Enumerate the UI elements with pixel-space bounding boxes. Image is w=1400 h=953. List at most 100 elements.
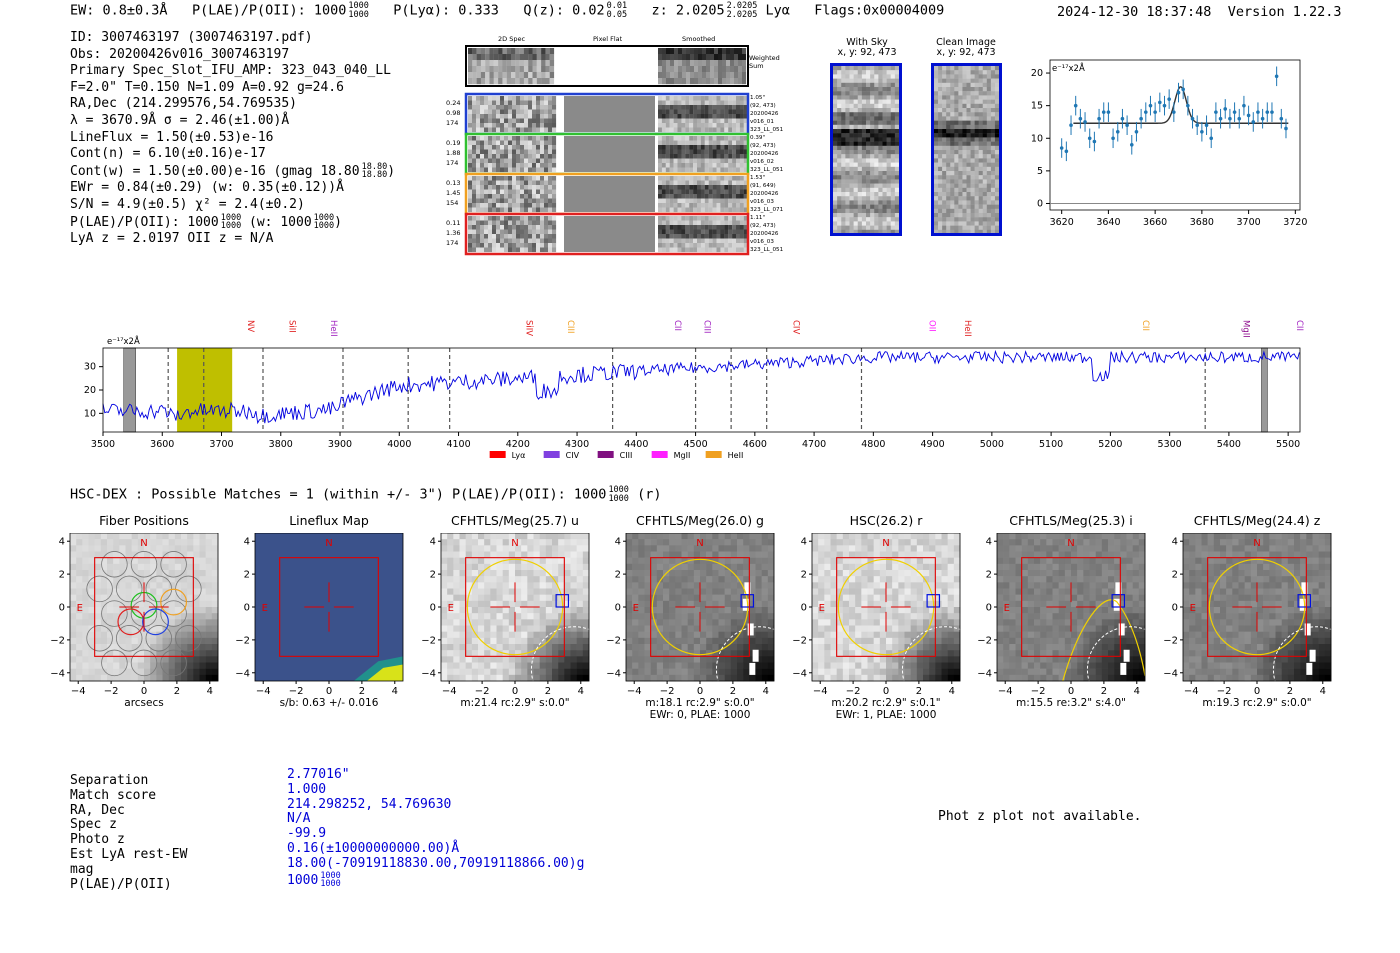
cutout-pixel — [632, 557, 639, 565]
cutout-pixel — [669, 668, 676, 676]
sky-pixel — [894, 162, 900, 167]
sky-pixel — [882, 179, 887, 184]
smoothed-pixel — [720, 149, 725, 155]
cutout-pixel — [174, 570, 182, 577]
spec2d-pixel — [472, 203, 477, 208]
sky-pixel — [878, 116, 883, 121]
spec2d-pixel — [512, 154, 517, 159]
spec2d-pixel — [484, 136, 489, 141]
cutout-pixel — [521, 588, 528, 595]
sky-pixel — [958, 129, 963, 134]
cutout-pixel — [626, 570, 633, 577]
smoothed-pixel — [697, 114, 701, 119]
cutout-pixel — [465, 637, 473, 645]
cutout-pixel — [478, 607, 485, 614]
cutout-pixel — [638, 625, 645, 632]
cutout-pixel — [441, 656, 448, 663]
spec2d-pixel — [532, 109, 537, 115]
cutout-pixel — [119, 539, 126, 546]
fiber-circle — [101, 600, 128, 627]
sky-pixel — [994, 103, 1000, 109]
sky-pixel — [966, 112, 971, 117]
sky-pixel — [866, 87, 871, 92]
sky-pixel — [882, 91, 887, 96]
cutout-pixel — [626, 637, 633, 645]
spec2d-pixel — [536, 127, 541, 133]
spec2d-pixel — [528, 185, 533, 190]
cutout-pixel — [199, 533, 206, 540]
cutout-pixel — [527, 570, 534, 577]
spec2d-pixel — [524, 207, 529, 213]
spec2d-pixel — [500, 176, 505, 181]
cutout-pixel — [82, 644, 89, 651]
cutout-pixel — [632, 637, 639, 645]
sky-pixel — [890, 204, 896, 209]
weighted-sum-pixel — [545, 66, 550, 73]
sky-pixel — [994, 82, 1000, 88]
sky-pixel — [946, 187, 951, 193]
cutout-pixel — [441, 588, 448, 595]
cutout-pixel — [100, 668, 108, 676]
cutout-pixel — [626, 588, 633, 595]
sky-pixel — [934, 91, 939, 96]
spec2d-pixel — [472, 243, 477, 248]
sky-pixel — [833, 120, 838, 125]
cutout-pixel — [174, 625, 182, 632]
cutout-title: Fiber Positions — [99, 513, 189, 528]
cutout-pixel — [582, 674, 590, 682]
cutout-pixel — [564, 674, 571, 682]
spec2d-pixel — [520, 180, 525, 186]
cutout-pixel — [700, 637, 707, 645]
sky-pixel — [958, 229, 963, 235]
fiber-circle — [175, 625, 202, 652]
sky-pixel — [938, 171, 943, 176]
spec2d-pixel — [500, 167, 505, 173]
cutout-pixel — [545, 539, 553, 546]
cutout-pixel — [441, 570, 448, 577]
spec2d-pixel — [532, 207, 537, 213]
sky-pixel — [974, 91, 979, 96]
smoothed-pixel — [685, 163, 690, 168]
cutout-pixel — [168, 600, 176, 608]
spec2d-pixel — [512, 163, 517, 168]
sky-pixel — [866, 129, 871, 134]
spec2d-pixel — [480, 243, 485, 248]
smoothed-pixel — [685, 114, 690, 119]
spec2d-pixel — [468, 136, 473, 141]
cutout-pixel — [502, 594, 510, 602]
spec2d-pixel — [480, 105, 485, 110]
sky-pixel — [857, 129, 863, 134]
sky-pixel — [874, 166, 879, 172]
sky-pixel — [845, 196, 850, 201]
smoothed-pixel — [673, 149, 678, 155]
cutout-pixel — [687, 545, 695, 552]
cutout-pixel — [564, 631, 571, 639]
spec2d-pixel — [548, 145, 553, 150]
sky-pixel — [942, 221, 947, 226]
smoothed-pixel — [739, 167, 744, 173]
sky-pixel — [837, 120, 842, 125]
spec2d-pixel — [488, 136, 493, 141]
weighted-sum-pixel — [468, 54, 473, 61]
sky-pixel — [954, 217, 959, 222]
data-point — [1232, 110, 1237, 114]
cutout-pixel — [125, 613, 132, 620]
sky-pixel — [853, 78, 859, 83]
sky-pixel — [986, 74, 992, 79]
sky-pixel — [841, 221, 846, 226]
cutout-pixel — [131, 563, 139, 571]
cutout-pixel — [113, 607, 120, 614]
smoothed-pixel — [661, 225, 666, 230]
sky-pixel — [982, 137, 988, 142]
sky-pixel — [841, 70, 846, 75]
spec2d-pixel — [552, 203, 557, 208]
smoothed-pixel — [736, 118, 740, 124]
cutout-pixel — [718, 656, 725, 663]
emission-line-label: NV — [245, 320, 255, 332]
smoothed-pixel — [658, 225, 662, 230]
sky-pixel — [845, 213, 850, 218]
sky-pixel — [849, 66, 854, 71]
spec2d-pixel — [508, 243, 513, 248]
weighted-sum-smoothed-pixel — [670, 60, 675, 67]
cutout-pixel — [131, 588, 139, 595]
